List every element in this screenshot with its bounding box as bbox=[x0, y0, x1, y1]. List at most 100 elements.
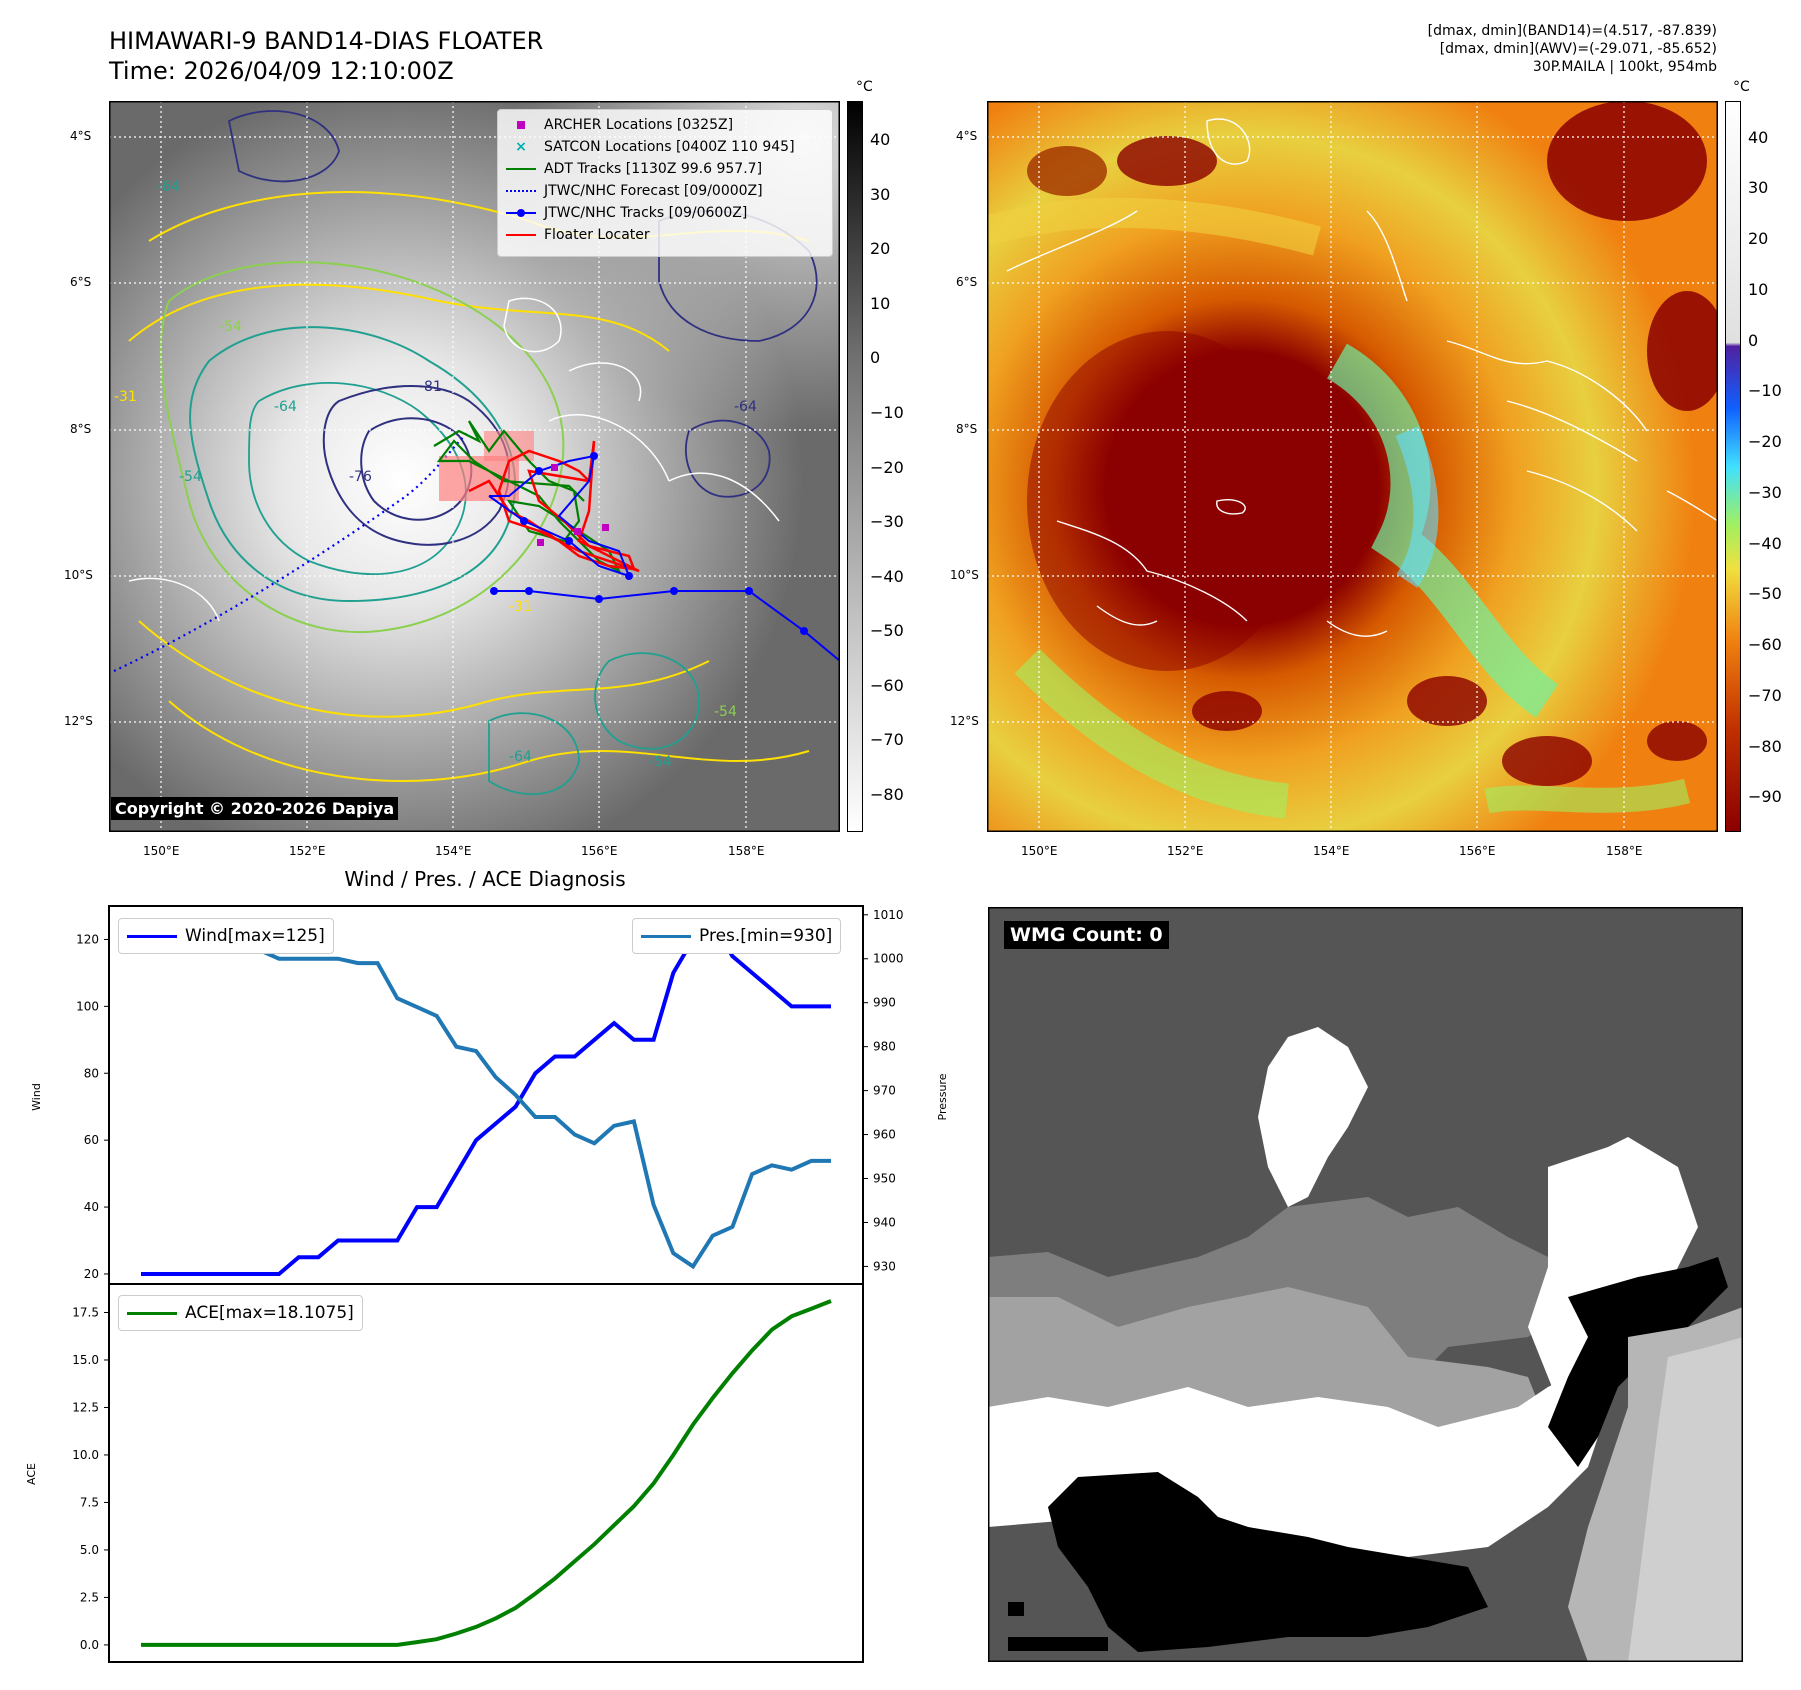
lon-label: 158°E bbox=[728, 844, 765, 858]
wmg-panel: WMG Count: 0 bbox=[987, 906, 1744, 1663]
legend-label: Floater Locater bbox=[544, 227, 650, 243]
ytick-right-label: 950 bbox=[873, 1172, 896, 1186]
ytick-label: 15.0 bbox=[72, 1353, 99, 1367]
colorbar-tick-label: −80 bbox=[1748, 736, 1782, 756]
figure-title-line1: HIMAWARI-9 BAND14-DIAS FLOATER bbox=[109, 27, 544, 55]
ytick-right-label: 970 bbox=[873, 1084, 896, 1098]
legend-item-archer: ARCHER Locations [0325Z] bbox=[504, 114, 826, 136]
legend-item-adt: ADT Tracks [1130Z 99.6 957.7] bbox=[504, 158, 826, 180]
stats-line3: 30P.MAILA | 100kt, 954mb bbox=[1532, 59, 1717, 75]
archer-locations bbox=[537, 464, 609, 546]
ace-legend-label: ACE[max=18.1075] bbox=[185, 1303, 354, 1323]
legend-label: JTWC/NHC Tracks [09/0600Z] bbox=[544, 205, 748, 221]
square-marker-icon bbox=[504, 118, 538, 132]
contour-label: -81 bbox=[419, 379, 442, 395]
colorbar-tick-label: 30 bbox=[1748, 178, 1769, 198]
lat-label: 4°S bbox=[70, 129, 92, 143]
colorbar-tick-label: −20 bbox=[870, 457, 904, 477]
ytick-label: 5.0 bbox=[80, 1543, 99, 1557]
wmg-frame bbox=[987, 906, 1744, 1663]
colorbar-tick-label: −10 bbox=[1748, 381, 1782, 401]
colorbar-tick-label: 0 bbox=[1748, 330, 1759, 350]
legend-item-jtwc-forecast: JTWC/NHC Forecast [09/0000Z] bbox=[504, 180, 826, 202]
lon-label: 150°E bbox=[1021, 844, 1058, 858]
left-map-frame bbox=[108, 100, 841, 833]
right-colorbar-unit: °C bbox=[1733, 79, 1750, 95]
contour-label: -54 bbox=[179, 469, 202, 485]
colorbar-tick-label: 30 bbox=[870, 184, 891, 204]
wind-pressure-plot: 20 40 60 80 100 120 930 940 950 960 970 980 990 1000 1… bbox=[76, 905, 904, 1285]
lat-label: 12°S bbox=[64, 714, 93, 728]
colorbar-tick-label: 40 bbox=[1748, 127, 1769, 147]
lon-label: 156°E bbox=[581, 844, 618, 858]
ytick-label: 40 bbox=[84, 1200, 99, 1214]
colorbar-tick-label: −70 bbox=[1748, 685, 1782, 705]
ace-plot: 0.0 2.5 5.0 7.5 10.0 12.5 15.0 17.5 bbox=[72, 1283, 864, 1663]
lat-label: 12°S bbox=[950, 714, 979, 728]
colorbar-tick-label: −60 bbox=[1748, 635, 1782, 655]
contour-label: -31 bbox=[114, 389, 137, 405]
contour-label: -54 bbox=[649, 754, 672, 770]
left-map-legend: ARCHER Locations [0325Z] × SATCON Locati… bbox=[497, 109, 833, 257]
ytick-label: 12.5 bbox=[72, 1400, 99, 1414]
left-colorbar bbox=[847, 101, 863, 832]
lon-label: 152°E bbox=[1167, 844, 1204, 858]
adt-track bbox=[433, 420, 622, 574]
series-line bbox=[141, 1299, 832, 1647]
pressure-legend: Pres.[min=930] bbox=[632, 918, 842, 954]
ytick-label: 7.5 bbox=[80, 1495, 99, 1509]
colorbar-tick-label: 20 bbox=[1748, 229, 1769, 249]
colorbar-tick-label: 20 bbox=[870, 239, 891, 259]
wind-line-icon bbox=[127, 934, 177, 938]
ytick-label: 10.0 bbox=[72, 1448, 99, 1462]
wmg-count-label: WMG Count: 0 bbox=[1004, 921, 1169, 949]
legend-label: ADT Tracks [1130Z 99.6 957.7] bbox=[544, 161, 763, 177]
contour-label: -64 bbox=[734, 399, 757, 415]
ytick-right-label: 940 bbox=[873, 1215, 896, 1229]
wv-features bbox=[982, 101, 1727, 819]
colorbar-tick-label: −90 bbox=[1748, 787, 1782, 807]
pressure-line-icon bbox=[641, 934, 691, 938]
lat-label: 6°S bbox=[956, 275, 978, 289]
contour-label: -54 bbox=[219, 319, 242, 335]
line-dot-icon bbox=[504, 206, 538, 220]
contour-label: -31 bbox=[509, 599, 532, 615]
right-map-svg bbox=[982, 100, 1727, 833]
ytick-label: 17.5 bbox=[72, 1305, 99, 1319]
lon-label: 154°E bbox=[435, 844, 472, 858]
legend-label: ARCHER Locations [0325Z] bbox=[544, 117, 734, 133]
ytick-right-label: 990 bbox=[873, 996, 896, 1010]
colorbar-tick-label: 40 bbox=[870, 130, 891, 150]
contour-label: -76 bbox=[349, 469, 372, 485]
right-colorbar bbox=[1725, 101, 1741, 832]
lat-label: 6°S bbox=[70, 275, 92, 289]
series-line bbox=[141, 919, 831, 1276]
lat-label: 10°S bbox=[64, 568, 93, 582]
stats-line2: [dmax, dmin](AWV)=(-29.071, -85.652) bbox=[1439, 41, 1717, 57]
ytick-label: 20 bbox=[84, 1267, 99, 1281]
wind-legend-label: Wind[max=125] bbox=[185, 926, 325, 946]
stats-block: [dmax, dmin](BAND14)=(4.517, -87.839) [d… bbox=[1428, 22, 1717, 76]
colorbar-tick-label: −80 bbox=[870, 784, 904, 804]
contour-label: -64 bbox=[274, 399, 297, 415]
line-marker-icon bbox=[504, 162, 538, 176]
colorbar-tick-label: −50 bbox=[870, 621, 904, 641]
ytick-label: 100 bbox=[76, 999, 99, 1013]
contour-label: -54 bbox=[714, 704, 737, 720]
right-map-panel bbox=[982, 100, 1727, 833]
ytick-right-label: 1000 bbox=[873, 952, 904, 966]
right-map-frame bbox=[986, 100, 1719, 833]
colorbar-tick-label: 10 bbox=[870, 293, 891, 313]
wmg-regions bbox=[988, 1027, 1743, 1662]
contour-labels: -64 -54 -64 -54 -76 -81 -64 -31 -54 -64 … bbox=[114, 179, 757, 770]
ytick-right-label: 1010 bbox=[873, 908, 904, 922]
legend-label: SATCON Locations [0400Z 110 945] bbox=[544, 139, 795, 155]
line-marker-icon bbox=[504, 228, 538, 242]
wmg-svg bbox=[987, 906, 1744, 1663]
lat-label: 8°S bbox=[70, 422, 92, 436]
colorbar-tick-label: −70 bbox=[870, 730, 904, 750]
lon-label: 158°E bbox=[1606, 844, 1643, 858]
ytick-label: 120 bbox=[76, 932, 99, 946]
